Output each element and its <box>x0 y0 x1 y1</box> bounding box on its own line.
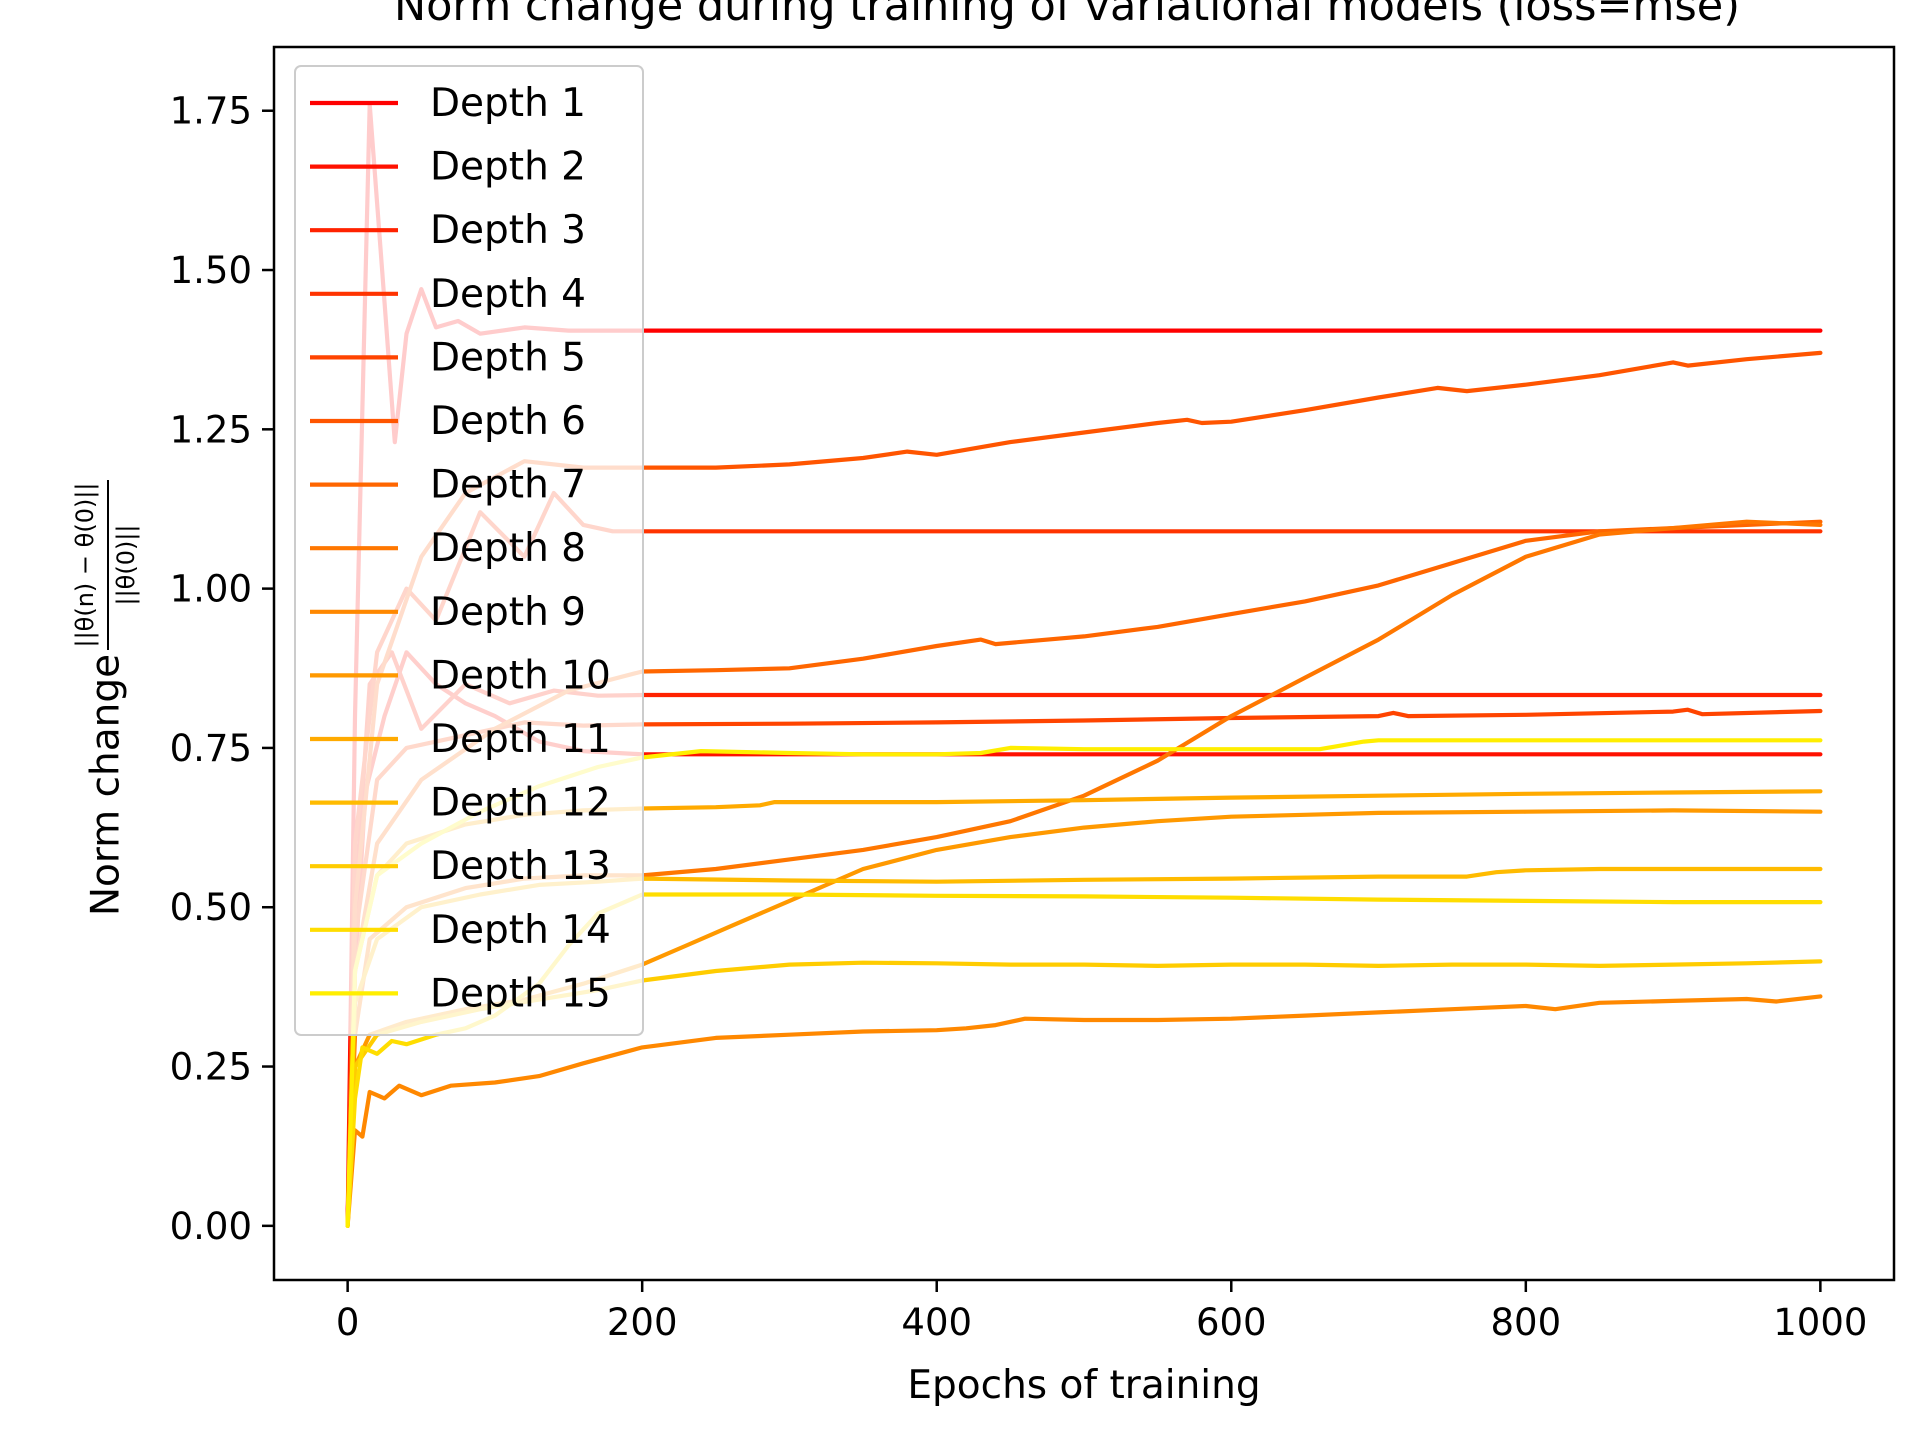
y-tick-label: 1.25 <box>170 408 252 451</box>
series-line-depth-9 <box>345 994 1823 1228</box>
y-tick-label: 1.75 <box>170 90 252 133</box>
y-tick-label: 0.50 <box>170 886 252 929</box>
y-tick-label: 1.00 <box>170 568 252 611</box>
y-tick-label: 1.50 <box>170 249 252 292</box>
legend-entry-label: Depth 1 <box>430 81 586 126</box>
plot-frame <box>272 45 1896 1282</box>
legend-entry-label: Depth 6 <box>430 399 586 444</box>
y-tick-label: 0.25 <box>170 1046 252 1089</box>
x-tick-label: 0 <box>336 1301 360 1344</box>
x-axis-label: Epochs of training <box>907 1363 1260 1408</box>
x-tick-label: 400 <box>901 1301 972 1344</box>
legend-entry-label: Depth 4 <box>430 272 586 317</box>
y-axis-label-numerator: ||θ(n) − θ(0)|| <box>71 482 99 647</box>
x-tick-label: 600 <box>1196 1301 1267 1344</box>
legend-entry-label: Depth 10 <box>430 653 611 698</box>
x-tick-label: 200 <box>607 1301 678 1344</box>
legend-entry-label: Depth 14 <box>430 908 611 953</box>
legend-entry-label: Depth 13 <box>430 844 611 889</box>
x-tick-label: 1000 <box>1773 1301 1867 1344</box>
legend-box <box>294 65 644 1036</box>
legend-entry-label: Depth 12 <box>430 781 611 826</box>
y-tick-label: 0.00 <box>170 1205 252 1248</box>
x-axis: 0 200 400 600 800 1000 <box>336 1280 1867 1344</box>
legend-entry-label: Depth 5 <box>430 335 586 380</box>
legend-entry-label: Depth 7 <box>430 463 586 508</box>
x-tick-label: 800 <box>1491 1301 1562 1344</box>
legend-entry-label: Depth 2 <box>430 145 586 190</box>
y-axis: 0.00 0.25 0.50 0.75 1.00 1.25 1.50 1.75 <box>170 90 274 1248</box>
legend-entry-label: Depth 11 <box>430 717 611 762</box>
legend-entry-label: Depth 8 <box>430 526 586 571</box>
y-tick-label: 0.75 <box>170 727 252 770</box>
y-axis-label: Norm change ||θ(n) − θ(0)|| ||θ(0)|| <box>71 480 140 916</box>
legend-entry-label: Depth 3 <box>430 208 586 253</box>
y-axis-label-denominator: ||θ(0)|| <box>112 524 140 605</box>
legend-entry-label: Depth 15 <box>430 971 611 1016</box>
legend: Depth 1 Depth 2 Depth 3 Depth 4 Depth 5 Depth… <box>294 65 644 1036</box>
legend-entry-label: Depth 9 <box>430 590 586 635</box>
chart-title: Norm change during training of variation… <box>394 0 1740 31</box>
y-axis-label-prefix: Norm change <box>84 654 129 916</box>
